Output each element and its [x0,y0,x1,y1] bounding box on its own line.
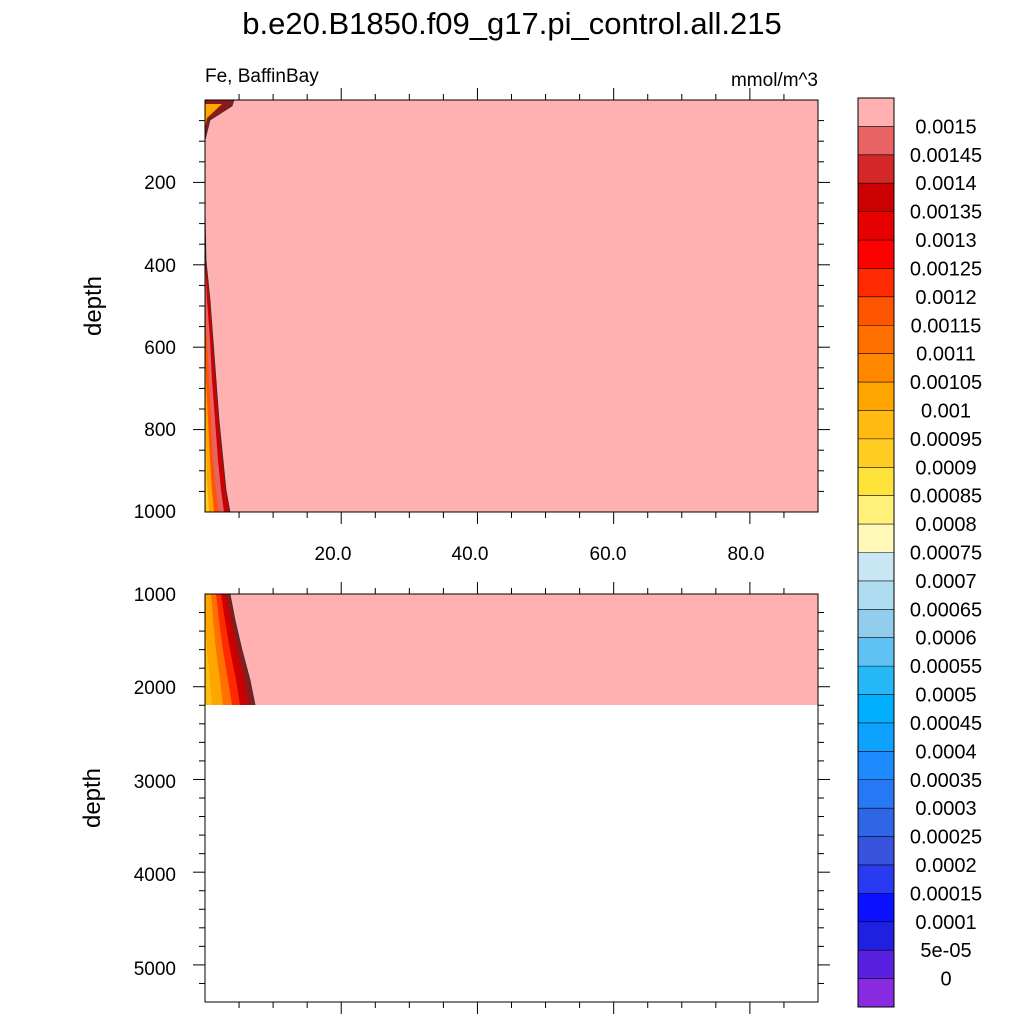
upper-tick-marks [193,88,830,524]
colorbar-swatch [858,211,894,241]
y-tick-label: 5000 [134,959,176,980]
colorbar-label: 0.00045 [910,713,982,735]
colorbar-swatch [858,98,894,127]
colorbar-swatch [858,580,894,610]
upper-field-background [205,100,818,512]
y-axis-label: depth [79,768,106,828]
colorbar-label: 0.0011 [916,344,976,366]
colorbar-label: 0 [940,969,951,991]
x-tick-label: 20.0 [315,544,352,565]
colorbar-swatch [858,495,894,525]
colorbar-frame [857,97,895,1008]
colorbar-label: 0.00025 [910,827,982,849]
colorbar-swatch [858,154,894,184]
variable-region-label: Fe, BaffinBay [205,66,319,87]
colorbar-swatch [858,950,894,980]
upper-contour-line [204,99,235,141]
lower-tick-marks [193,582,830,1014]
colorbar-swatch [858,666,894,696]
colorbar-label: 0.00075 [910,543,982,565]
y-tick-label: 600 [144,338,176,359]
colorbar-label: 0.001 [921,400,971,422]
colorbar-label: 0.0013 [915,230,976,252]
lower-band-yellow [205,620,212,705]
colorbar-swatch [858,467,894,497]
colorbar-label: 0.0009 [915,457,976,479]
x-tick-label: 60.0 [590,544,627,565]
colorbar-swatch [858,296,894,326]
colorbar-label: 0.00015 [910,883,982,905]
y-tick-label: 200 [144,173,176,194]
colorbar-label: 0.00095 [910,429,982,451]
x-tick-label: 40.0 [452,544,489,565]
units-label: mmol/m^3 [731,70,818,91]
colorbar-label: 0.0004 [915,741,976,763]
colorbar-swatch [858,524,894,553]
colorbar-label: 0.0014 [915,173,976,195]
y-tick-label: 1000 [134,502,176,523]
colorbar-swatch [858,694,894,724]
colorbar-swatch [858,268,894,298]
colorbar-swatch [858,552,894,582]
colorbar-label: 0.0003 [915,798,976,820]
colorbar-swatch [858,921,894,951]
colorbar-label: 0.00135 [910,202,982,224]
colorbar-swatch [858,836,894,866]
colorbar-label: 0.0015 [915,116,976,138]
colorbar-swatch [858,609,894,639]
colorbar-swatch [858,751,894,781]
colorbar-label: 0.0005 [915,685,976,707]
colorbar-swatch [858,240,894,269]
x-tick-label: 80.0 [728,544,765,565]
colorbar-swatch [858,978,894,1008]
lower-field-background [205,594,818,705]
y-tick-label: 400 [144,256,176,277]
colorbar-swatch [858,893,894,923]
colorbar-label: 0.00055 [910,656,982,678]
colorbar-label: 0.00145 [910,145,982,167]
colorbar-swatch [858,183,894,213]
y-tick-label: 2000 [134,678,176,699]
chart-title: b.e20.B1850.f09_g17.pi_control.all.215 [242,6,782,41]
colorbar-swatch [858,864,894,894]
colorbar-swatch [858,722,894,752]
colorbar-swatch [858,779,894,809]
colorbar-label: 0.00115 [911,315,982,337]
y-tick-label: 800 [144,420,176,441]
colorbar-swatch [858,637,894,667]
lower-contour-line [229,593,256,706]
colorbar-label: 0.0001 [915,912,976,934]
colorbar-swatch [858,353,894,383]
colorbar-label: 0.0006 [915,628,976,650]
colorbar-swatch [858,325,894,355]
lower-panel: 1000 2000 3000 4000 5000 depth [79,582,830,1014]
colorbar-label: 0.00065 [910,599,982,621]
colorbar: 0.0015 0.00145 0.0014 0.00135 0.0013 0.00125 0… [857,97,982,1008]
upper-contour-line-2 [204,209,231,513]
colorbar-swatch [858,382,894,411]
colorbar-label: 0.00035 [910,770,982,792]
colorbar-label: 0.00085 [910,486,982,508]
colorbar-label: 0.0007 [915,571,976,593]
colorbar-label: 0.00105 [910,372,982,394]
upper-band-amber [205,340,214,512]
colorbar-label: 0.0012 [915,287,976,309]
y-tick-label: 1000 [134,585,176,606]
y-tick-label: 4000 [134,865,176,886]
colorbar-swatch [858,808,894,838]
y-axis-label: depth [80,276,107,336]
colorbar-swatch [858,410,894,440]
upper-band-yellow [205,400,209,512]
y-tick-label: 3000 [134,772,176,793]
colorbar-swatch [858,438,894,468]
upper-surface-core [205,104,222,128]
colorbar-label: 0.0008 [915,514,976,536]
colorbar-swatch [858,126,894,156]
upper-panel: Fe, BaffinBay mmol/m^3 20.0 40.0 60.0 80… [80,66,830,565]
colorbar-label: 5e-05 [920,940,971,962]
colorbar-label: 0.00125 [910,258,982,280]
colorbar-label: 0.0002 [915,855,976,877]
